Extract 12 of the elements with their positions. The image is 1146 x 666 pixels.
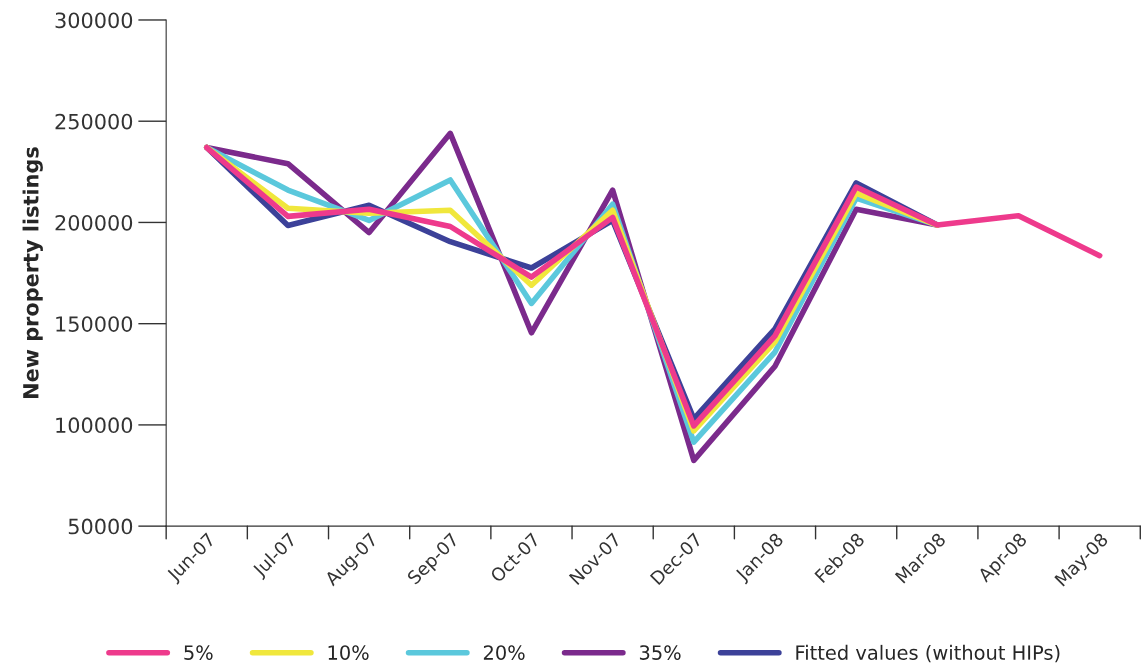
y-tick-label: 300000	[55, 12, 133, 29]
y-tick-label: 50000	[68, 518, 133, 535]
legend-label: Fitted values (without HIPs)	[796, 644, 1060, 663]
y-tick-label: 150000	[56, 316, 133, 332]
y-tick-label: 200000	[55, 214, 133, 231]
legend-label: 5%	[184, 645, 213, 660]
legend-label: 10%	[328, 645, 369, 660]
y-tick-label: 250000	[55, 113, 133, 130]
y-axis-title: New property listings	[22, 147, 43, 398]
legend-label: 35%	[639, 645, 681, 660]
legend-label: 20%	[483, 645, 525, 660]
y-tick-label: 100000	[56, 417, 133, 434]
